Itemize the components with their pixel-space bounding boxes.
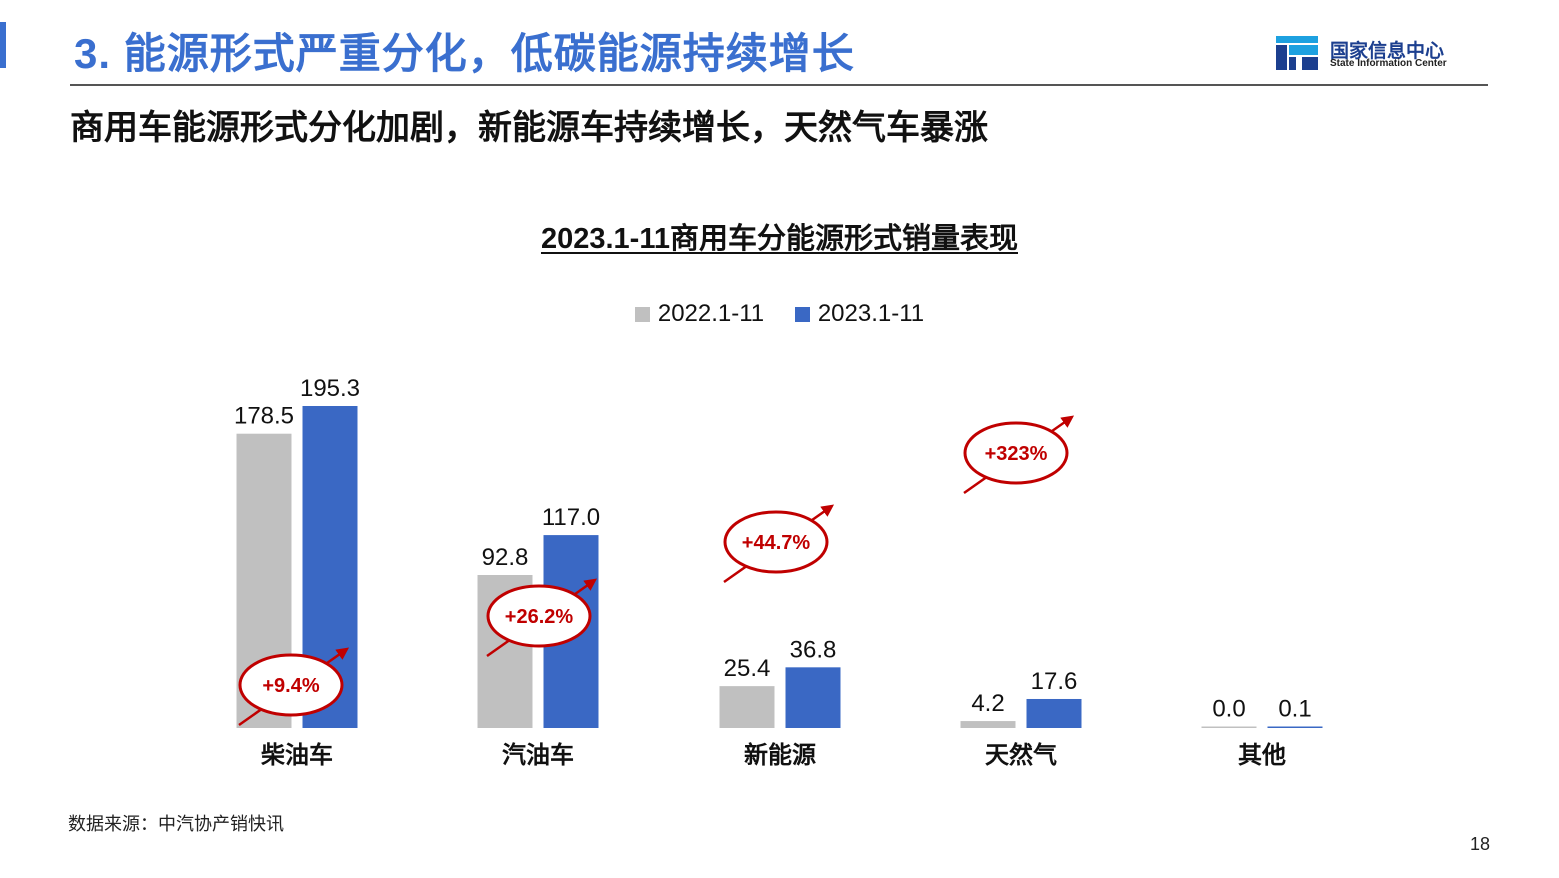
growth-label-3: +323% bbox=[985, 443, 1048, 465]
data-label-2022-4: 0.0 bbox=[1212, 696, 1245, 723]
legend-label-2022: 2022.1-11 bbox=[657, 300, 765, 327]
legend-item-2022: 2022.1-11 bbox=[634, 300, 765, 328]
legend-swatch-2022 bbox=[634, 307, 650, 322]
page-number: 18 bbox=[1470, 834, 1491, 854]
growth-annotation-0: +9.4% bbox=[238, 647, 350, 727]
growth-label-0: +9.4% bbox=[262, 675, 319, 697]
growth-label-1: +26.2% bbox=[505, 606, 574, 628]
data-label-2023-2: 36.8 bbox=[790, 636, 837, 663]
data-label-2022-3: 4.2 bbox=[971, 690, 1004, 717]
growth-label-2: +44.7% bbox=[742, 532, 811, 554]
data-label-2023-3: 17.6 bbox=[1031, 668, 1078, 695]
category-label-2: 新能源 bbox=[744, 741, 816, 769]
growth-ellipse-0 bbox=[238, 653, 344, 717]
logo-chinese-name: 国家信息中心 bbox=[1330, 40, 1445, 62]
data-label-2023-4: 0.1 bbox=[1278, 696, 1311, 723]
category-label-0: 柴油车 bbox=[260, 741, 333, 769]
bar-2022-3 bbox=[960, 721, 1016, 728]
bar-2023-4 bbox=[1267, 726, 1323, 728]
growth-annotation-3: +323% bbox=[963, 415, 1075, 495]
title-accent-bar bbox=[0, 22, 6, 68]
growth-ellipse-1 bbox=[486, 584, 592, 648]
legend-item-2023: 2023.1-11 bbox=[794, 300, 925, 328]
growth-ellipse-3 bbox=[963, 421, 1069, 485]
growth-ellipse-2 bbox=[723, 510, 829, 574]
category-label-1: 汽油车 bbox=[502, 741, 574, 769]
slide-subtitle: 商用车能源形式分化加剧，新能源车持续增长，天然气车暴涨 bbox=[70, 109, 988, 147]
data-source-note: 数据来源：中汽协产销快讯 bbox=[68, 814, 284, 834]
bar-2022-2 bbox=[719, 686, 775, 728]
category-label-4: 其他 bbox=[1238, 742, 1286, 769]
category-label-3: 天然气 bbox=[985, 741, 1057, 769]
data-label-2022-2: 25.4 bbox=[724, 655, 771, 682]
logo-english-name: State Information Center bbox=[1330, 58, 1447, 69]
chart-title: 2023.1-11商用车分能源形式销量表现 bbox=[0, 215, 1559, 257]
legend-label-2023: 2023.1-11 bbox=[817, 300, 925, 327]
header-divider bbox=[70, 84, 1488, 86]
bar-2023-3 bbox=[1026, 698, 1082, 728]
data-label-2023-0: 195.3 bbox=[300, 375, 360, 402]
chart-title-text: 2023.1-11商用车分能源形式销量表现 bbox=[540, 223, 1018, 255]
data-label-2022-1: 92.8 bbox=[482, 544, 529, 571]
logo: 国家信息中心 State Information Center bbox=[1276, 36, 1488, 70]
data-label-2022-0: 178.5 bbox=[234, 403, 294, 430]
bar-2022-4 bbox=[1201, 726, 1257, 728]
growth-annotation-1: +26.2% bbox=[486, 578, 598, 658]
growth-annotation-2: +44.7% bbox=[723, 504, 835, 584]
bar-2023-2 bbox=[785, 667, 841, 728]
slide-title: 3. 能源形式严重分化，低碳能源持续增长 bbox=[74, 30, 855, 77]
data-label-2023-1: 117.0 bbox=[542, 504, 600, 531]
state-information-center-logo-icon bbox=[1276, 36, 1318, 70]
legend-swatch-2023 bbox=[794, 307, 810, 322]
chart-legend: 2022.1-11 2023.1-11 bbox=[0, 300, 1559, 328]
